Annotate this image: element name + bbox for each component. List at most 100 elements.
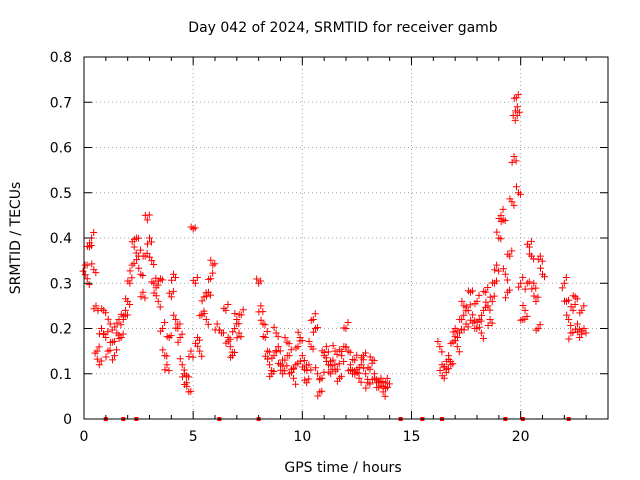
data-point [381, 380, 393, 392]
data-point [88, 260, 100, 277]
data-point [165, 287, 177, 301]
data-point [93, 355, 105, 369]
data-point [133, 246, 145, 264]
data-point [187, 223, 199, 233]
data-point [115, 330, 127, 343]
data-point [205, 269, 217, 283]
data-point [537, 264, 548, 281]
data-point [95, 325, 107, 338]
data-point [523, 237, 535, 251]
data-point [163, 332, 175, 342]
data-point [434, 337, 446, 356]
data-point [563, 311, 575, 329]
data-point [200, 309, 212, 328]
data-point [510, 91, 522, 102]
data-point [366, 353, 378, 365]
data-point [216, 326, 228, 337]
data-point [100, 328, 112, 342]
data-point [511, 103, 523, 116]
data-point [475, 323, 487, 343]
data-point [154, 275, 166, 285]
data-point [491, 261, 503, 275]
data-point [174, 330, 186, 346]
data-point [486, 292, 498, 305]
data-point [530, 292, 542, 305]
data-point [202, 288, 214, 300]
axis-ticks: 0 0.1 0.2 0.3 0.4 0.5 0.6 0.7 0.8 0 5 10 15 20 [50, 50, 608, 445]
data-point [235, 306, 247, 319]
data-point [104, 315, 116, 334]
data-point [255, 302, 267, 316]
data-point [168, 270, 180, 284]
y-tick-label: 0.6 [50, 141, 72, 157]
data-point [508, 153, 520, 166]
y-tick-label: 0.5 [50, 186, 72, 202]
data-point [362, 379, 374, 392]
data-point [301, 375, 313, 387]
data-point [279, 356, 291, 370]
data-point [504, 247, 516, 260]
data-point [185, 347, 197, 361]
y-tick-label: 0.3 [50, 276, 72, 292]
data-point [561, 296, 573, 305]
x-tick-label: 15 [403, 429, 421, 445]
data-point [340, 319, 352, 332]
data-point [502, 286, 514, 302]
data-point [567, 301, 579, 314]
data-point [146, 253, 158, 269]
data-point [464, 287, 476, 296]
data-point [198, 289, 210, 305]
data-point [157, 319, 169, 335]
data-point [528, 279, 540, 293]
data-point [226, 349, 238, 361]
data-point [119, 306, 131, 320]
data-point [124, 274, 136, 287]
data-point [512, 183, 524, 198]
data-point [342, 343, 354, 356]
data-point [509, 112, 521, 124]
data-point [578, 325, 590, 337]
data-point [357, 349, 369, 362]
data-point [261, 347, 273, 360]
y-axis-title: SRMTID / TECUs [8, 182, 24, 295]
data-point [480, 284, 492, 296]
data-point [309, 324, 321, 336]
data-point [571, 320, 583, 333]
data-points [79, 91, 590, 400]
x-tick-label: 5 [189, 429, 198, 445]
data-point [493, 228, 505, 243]
data-point [320, 343, 332, 357]
y-tick-label: 0.4 [50, 231, 72, 247]
data-point [144, 234, 155, 248]
data-point [211, 320, 223, 334]
data-point [515, 273, 527, 291]
data-point [456, 311, 468, 324]
data-point [521, 278, 533, 293]
data-point [126, 259, 138, 275]
data-point [314, 387, 326, 400]
data-point [576, 302, 588, 317]
data-point [90, 302, 102, 315]
data-point [558, 274, 570, 292]
data-point [109, 346, 121, 364]
data-point [440, 363, 452, 373]
data-point [194, 342, 206, 360]
x-axis-title: GPS time / hours [284, 460, 401, 476]
data-point [277, 366, 289, 378]
y-tick-label: 0.8 [50, 50, 72, 66]
data-point [79, 261, 91, 275]
data-point [135, 264, 147, 279]
data-point [471, 291, 483, 308]
chart-title: Day 042 of 2024, SRMTID for receiver gam… [188, 20, 498, 36]
x-tick-label: 0 [80, 429, 89, 445]
data-point [283, 346, 295, 360]
data-point [176, 355, 188, 374]
data-point [281, 334, 293, 348]
data-point [161, 361, 173, 375]
data-point [122, 295, 134, 309]
data-point [305, 338, 317, 353]
data-point [329, 342, 341, 358]
data-point [264, 355, 276, 374]
y-tick-label: 0 [63, 412, 72, 428]
